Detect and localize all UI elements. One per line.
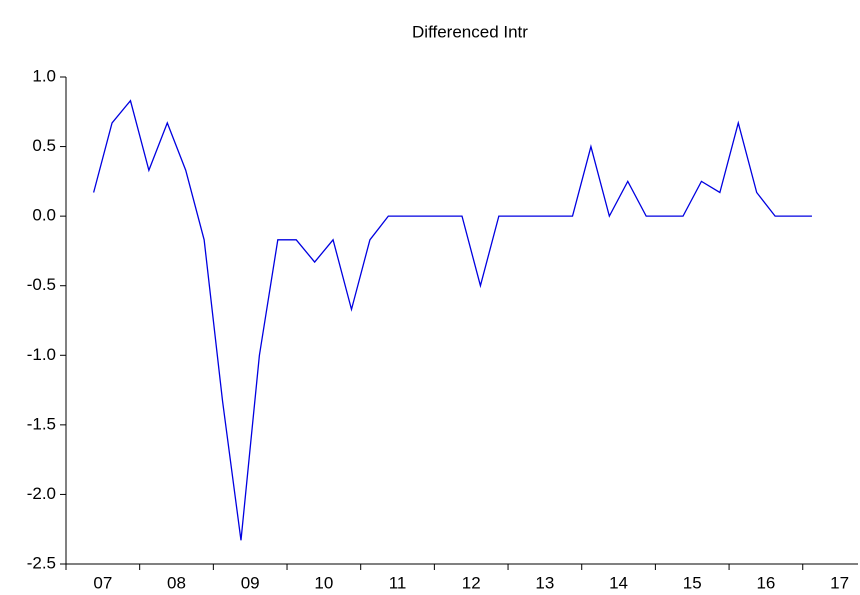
x-tick-label: 09 xyxy=(241,573,260,592)
y-tick-label: -2.0 xyxy=(27,484,56,503)
y-tick-label: 0.5 xyxy=(32,136,56,155)
x-tick-label: 07 xyxy=(93,573,112,592)
y-tick-label: -0.5 xyxy=(27,275,56,294)
y-tick-label: 0.0 xyxy=(32,206,56,225)
chart-title: Differenced Intr xyxy=(412,22,528,41)
x-tick-label: 14 xyxy=(609,573,628,592)
x-tick-label: 11 xyxy=(389,573,407,592)
y-tick-label: 1.0 xyxy=(32,66,56,85)
y-tick-label: -1.0 xyxy=(27,345,56,364)
x-tick-label: 08 xyxy=(167,573,186,592)
x-tick-label: 13 xyxy=(535,573,554,592)
x-tick-label: 15 xyxy=(683,573,702,592)
x-tick-label: 12 xyxy=(462,573,481,592)
x-tick-label: 17 xyxy=(830,573,849,592)
y-tick-label: -1.5 xyxy=(27,414,56,433)
data-line xyxy=(93,99,812,541)
x-tick-label: 16 xyxy=(756,573,775,592)
y-tick-label: -2.5 xyxy=(27,553,56,572)
x-tick-label: 10 xyxy=(314,573,333,592)
